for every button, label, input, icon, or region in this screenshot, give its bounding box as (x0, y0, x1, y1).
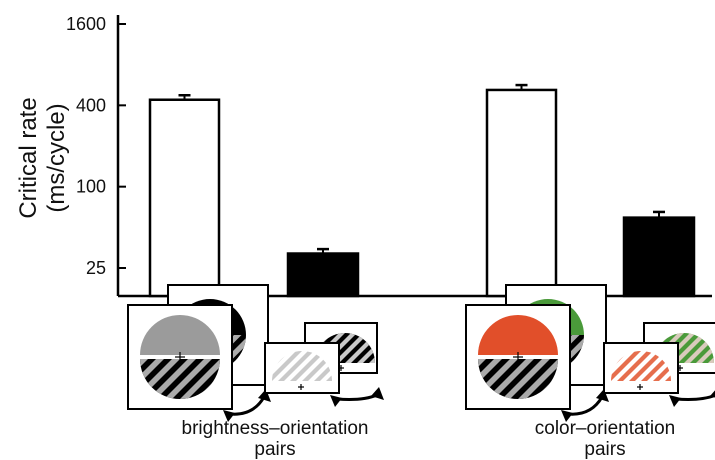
y-tick-label: 400 (76, 95, 106, 115)
bar (485, 88, 558, 298)
group-label-color-line1: color–orientation (534, 418, 676, 439)
swap-arrow-shaft (336, 393, 378, 401)
stim-color-same (422, 284, 609, 422)
bar (286, 252, 360, 298)
swap-arrow-tail (330, 395, 342, 407)
group-label-brightness-line2: pairs (254, 439, 296, 460)
stim-brightness-same (84, 284, 271, 422)
stripe (314, 351, 332, 381)
bar (622, 216, 696, 298)
stripe (617, 351, 653, 381)
stripe (486, 359, 534, 399)
stripe (290, 351, 326, 381)
stripe (84, 359, 132, 399)
stim-color-separate (603, 322, 715, 407)
front-top-half (140, 315, 220, 355)
stripe (164, 359, 212, 399)
swap-arrow-tail (669, 395, 681, 407)
stripe (381, 333, 417, 363)
swap-arrow-shaft (675, 393, 715, 401)
y-tick-label: 25 (86, 258, 106, 278)
stripe (672, 333, 708, 363)
swap-arrow-head (258, 389, 271, 402)
stripe (405, 333, 441, 363)
y-tick-label: 1600 (66, 14, 106, 34)
group-label-color: color–orientation pairs (500, 418, 710, 460)
stripe (653, 351, 671, 381)
swap-arrow-tail (223, 410, 235, 422)
stripe (696, 333, 714, 363)
y-axis-title-line1: Critical rate (15, 97, 42, 218)
swap-arrow-shaft (229, 396, 266, 416)
stripe (422, 359, 470, 399)
stripe (180, 359, 220, 399)
stripe (333, 333, 369, 363)
stripe (611, 351, 641, 381)
stripe (272, 351, 302, 381)
stripe (478, 359, 502, 399)
stripe (148, 359, 196, 399)
stripe (393, 333, 429, 363)
stripe (629, 351, 665, 381)
stripe (357, 333, 375, 363)
swap-arrow-head (371, 387, 384, 400)
front-top-half (478, 315, 558, 355)
swap-arrow-shaft (567, 396, 604, 416)
swap-arrow-head (710, 390, 715, 398)
stimulus-illustrations (84, 284, 715, 422)
bar (148, 98, 221, 298)
y-axis: 25 100 400 1600 Critical rate (ms/cycle) (15, 14, 712, 298)
swap-arrow-tail (561, 410, 573, 422)
group-label-brightness: brightness–orientation pairs (150, 418, 400, 460)
y-axis-title-line2: (ms/cycle) (43, 103, 70, 212)
group-label-color-line2: pairs (584, 439, 626, 460)
y-tick-label: 100 (76, 177, 106, 197)
swap-arrow-head (596, 389, 609, 402)
stim-brightness-separate (264, 322, 441, 407)
stripe (518, 359, 558, 399)
bars (148, 83, 696, 298)
stripe (502, 359, 550, 399)
stripe (140, 359, 164, 399)
group-label-brightness-line1: brightness–orientation (181, 418, 369, 439)
stripe (278, 351, 314, 381)
